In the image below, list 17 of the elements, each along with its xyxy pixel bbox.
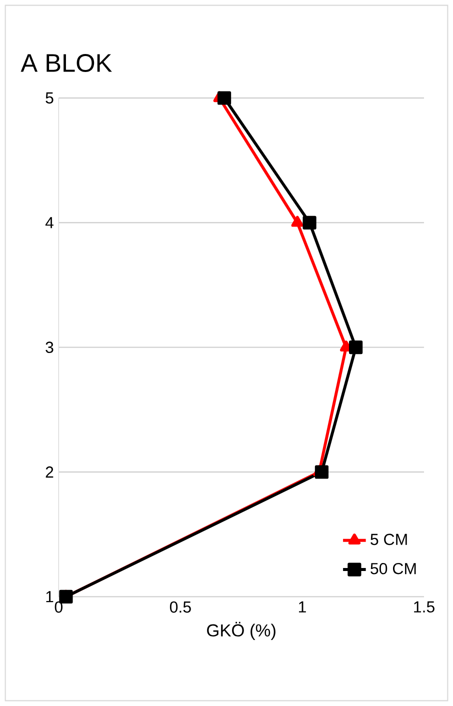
point	[349, 340, 363, 354]
legend-label: 5 CM	[370, 534, 407, 546]
y-tick-label: 2	[46, 466, 54, 478]
chart-title: A BLOK	[20, 54, 112, 72]
point	[314, 465, 329, 479]
point	[217, 91, 232, 105]
y-tick-label: 4	[45, 217, 54, 228]
point	[302, 216, 316, 230]
x-tick-label: 1.5	[414, 601, 434, 613]
point	[291, 216, 304, 227]
y-tick-label: 1	[46, 591, 54, 602]
x-axis-title: GKÖ (%)	[207, 622, 276, 640]
y-tick-label: 5	[46, 92, 54, 104]
x-tick-label: 0.5	[170, 601, 191, 613]
x-tick-label: 1	[298, 601, 306, 612]
legend-label: 50 CM	[370, 562, 416, 574]
y-tick-label: 3	[46, 342, 54, 353]
